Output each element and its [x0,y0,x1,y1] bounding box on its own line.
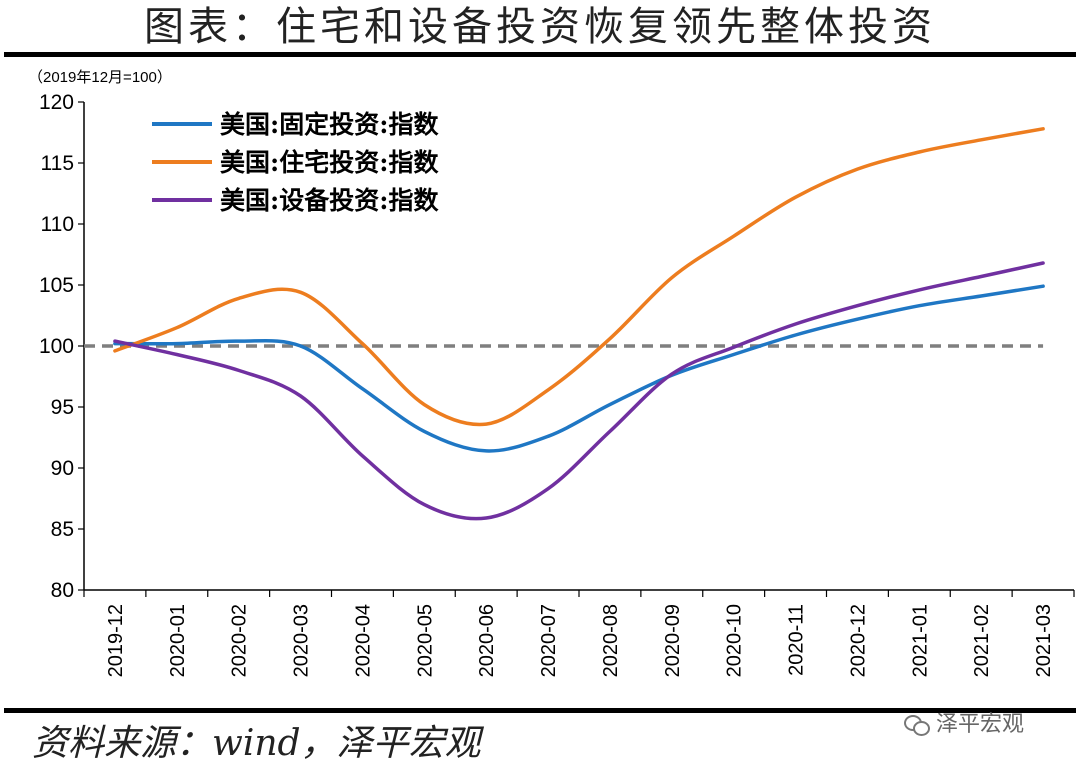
wechat-icon [904,715,930,736]
series-line-fixed-investment [113,284,1045,453]
x-tick-label: 2020-08 [600,604,622,677]
y-tick-label: 100 [39,335,74,358]
page-title: 图表：住宅和设备投资恢复领先整体投资 [144,4,936,50]
legend-label: 美国:住宅投资:指数 [220,148,439,177]
x-tick-label: 2019-12 [105,604,127,677]
series-line-residential-investment [113,127,1045,427]
x-tick-label: 2021-02 [971,604,993,677]
watermark: 泽平宏观 [904,708,1024,742]
bottom-divider [4,708,1076,713]
x-tick-label: 2021-03 [1033,604,1055,677]
x-tick-label: 2020-02 [229,604,251,677]
unit-label: （2019年12月=100） [28,69,172,86]
y-tick-label: 120 [39,91,74,114]
watermark-text: 泽平宏观 [936,712,1025,737]
line-chart: （2019年12月=100） 80 85 90 95 100 105 110 115 120 201… [28,69,1075,677]
x-tick-label: 2020-12 [847,604,869,677]
source-note: 资料来源：wind，泽平宏观 [32,723,481,764]
x-tick-label: 2021-01 [909,604,931,677]
y-tick-label: 115 [41,152,74,175]
x-tick-label: 2020-09 [662,604,684,677]
top-divider [4,52,1076,57]
x-tick-label: 2020-06 [476,604,498,677]
x-tick-label: 2020-05 [414,604,436,677]
y-tick-label: 110 [41,213,74,236]
x-tick-label: 2020-03 [291,604,313,677]
y-tick-label: 80 [51,579,74,602]
series-line-equipment-investment [113,261,1045,521]
y-tick-label: 105 [39,274,74,297]
legend-label: 美国:固定投资:指数 [220,110,439,139]
x-tick-label: 2020-04 [352,604,374,677]
x-tick-label: 2020-07 [538,604,560,677]
legend-label: 美国:设备投资:指数 [220,186,439,215]
y-tick-label: 95 [51,396,74,419]
y-tick-label: 90 [51,457,74,480]
x-tick-label: 2020-01 [167,604,189,677]
x-tick-label: 2020-10 [724,604,746,677]
y-tick-label: 85 [51,518,74,541]
x-tick-label: 2020-11 [786,604,808,676]
